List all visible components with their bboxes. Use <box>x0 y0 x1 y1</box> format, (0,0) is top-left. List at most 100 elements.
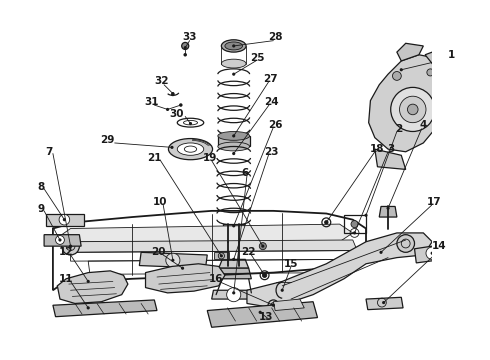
Circle shape <box>232 258 235 261</box>
Circle shape <box>87 306 90 310</box>
Text: 6: 6 <box>242 168 249 178</box>
Polygon shape <box>273 299 304 311</box>
Circle shape <box>69 244 73 248</box>
Ellipse shape <box>218 142 249 151</box>
Circle shape <box>87 280 90 283</box>
Circle shape <box>408 104 418 115</box>
Circle shape <box>392 72 401 80</box>
Polygon shape <box>207 302 318 327</box>
Text: 1: 1 <box>448 50 455 60</box>
Circle shape <box>391 87 435 131</box>
Circle shape <box>324 220 328 225</box>
Text: 20: 20 <box>151 247 166 257</box>
Circle shape <box>261 244 265 248</box>
Text: 28: 28 <box>268 32 282 42</box>
Circle shape <box>365 214 368 217</box>
Circle shape <box>399 96 426 123</box>
Polygon shape <box>227 230 241 237</box>
Polygon shape <box>212 290 256 299</box>
Polygon shape <box>366 297 403 310</box>
Circle shape <box>232 44 235 48</box>
Polygon shape <box>216 268 251 279</box>
Circle shape <box>281 289 284 292</box>
Circle shape <box>427 69 434 76</box>
Text: 22: 22 <box>242 247 256 257</box>
Polygon shape <box>46 213 84 226</box>
Circle shape <box>379 251 383 254</box>
Circle shape <box>259 311 262 314</box>
Circle shape <box>387 207 390 210</box>
Circle shape <box>325 221 328 224</box>
Text: 10: 10 <box>153 197 168 207</box>
Circle shape <box>272 303 275 307</box>
Ellipse shape <box>221 40 246 52</box>
Polygon shape <box>218 136 249 147</box>
Text: 24: 24 <box>264 98 279 107</box>
Polygon shape <box>379 206 397 217</box>
Circle shape <box>382 301 385 304</box>
Circle shape <box>232 73 235 76</box>
Text: 33: 33 <box>182 32 197 42</box>
Circle shape <box>183 53 187 57</box>
Circle shape <box>426 247 439 259</box>
Polygon shape <box>247 233 432 308</box>
Circle shape <box>397 235 415 252</box>
Circle shape <box>378 250 384 255</box>
Circle shape <box>172 92 174 95</box>
Circle shape <box>171 93 174 96</box>
Circle shape <box>181 267 184 270</box>
Circle shape <box>182 42 189 49</box>
Circle shape <box>220 254 223 257</box>
Text: 14: 14 <box>432 241 446 251</box>
Circle shape <box>400 68 403 71</box>
Circle shape <box>58 238 62 242</box>
Circle shape <box>232 152 235 155</box>
Polygon shape <box>368 55 450 152</box>
Polygon shape <box>425 49 454 70</box>
Circle shape <box>232 291 235 294</box>
Circle shape <box>166 253 180 267</box>
Text: 11: 11 <box>59 274 74 284</box>
Text: 23: 23 <box>265 147 279 157</box>
Polygon shape <box>146 264 225 293</box>
Ellipse shape <box>225 42 243 50</box>
Polygon shape <box>397 43 423 61</box>
Polygon shape <box>62 224 353 242</box>
Circle shape <box>69 244 72 248</box>
Text: 27: 27 <box>264 73 278 84</box>
Text: 17: 17 <box>427 197 441 207</box>
Text: 19: 19 <box>203 153 217 163</box>
Ellipse shape <box>218 131 249 140</box>
Polygon shape <box>53 300 157 317</box>
Circle shape <box>189 122 192 125</box>
Ellipse shape <box>169 139 213 160</box>
Polygon shape <box>415 243 457 263</box>
Polygon shape <box>57 271 128 303</box>
Circle shape <box>63 218 66 221</box>
Circle shape <box>232 134 235 138</box>
Text: 21: 21 <box>147 153 162 163</box>
Text: 7: 7 <box>46 147 53 157</box>
Circle shape <box>262 273 267 278</box>
Circle shape <box>172 259 174 262</box>
Polygon shape <box>375 149 406 170</box>
Circle shape <box>353 231 356 234</box>
Polygon shape <box>71 240 357 252</box>
Polygon shape <box>214 252 229 259</box>
Circle shape <box>166 108 169 111</box>
Ellipse shape <box>221 59 246 68</box>
Circle shape <box>179 103 183 107</box>
Text: 4: 4 <box>419 120 427 130</box>
Text: 26: 26 <box>268 120 282 130</box>
Circle shape <box>263 274 266 277</box>
Text: 2: 2 <box>395 124 402 134</box>
Text: 31: 31 <box>145 98 159 107</box>
Text: 18: 18 <box>370 144 385 154</box>
Text: 3: 3 <box>387 144 394 154</box>
Text: 25: 25 <box>250 53 265 63</box>
Circle shape <box>259 243 267 250</box>
Polygon shape <box>223 224 245 230</box>
Text: 16: 16 <box>209 274 223 284</box>
Circle shape <box>227 288 241 302</box>
Text: 29: 29 <box>100 135 115 145</box>
